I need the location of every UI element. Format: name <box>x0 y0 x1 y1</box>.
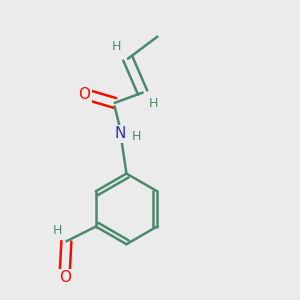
Text: H: H <box>112 40 121 53</box>
Text: H: H <box>52 224 62 237</box>
Text: H: H <box>149 97 158 110</box>
Text: N: N <box>115 126 126 141</box>
Text: O: O <box>78 87 90 102</box>
Text: O: O <box>59 270 71 285</box>
Text: H: H <box>132 130 141 143</box>
